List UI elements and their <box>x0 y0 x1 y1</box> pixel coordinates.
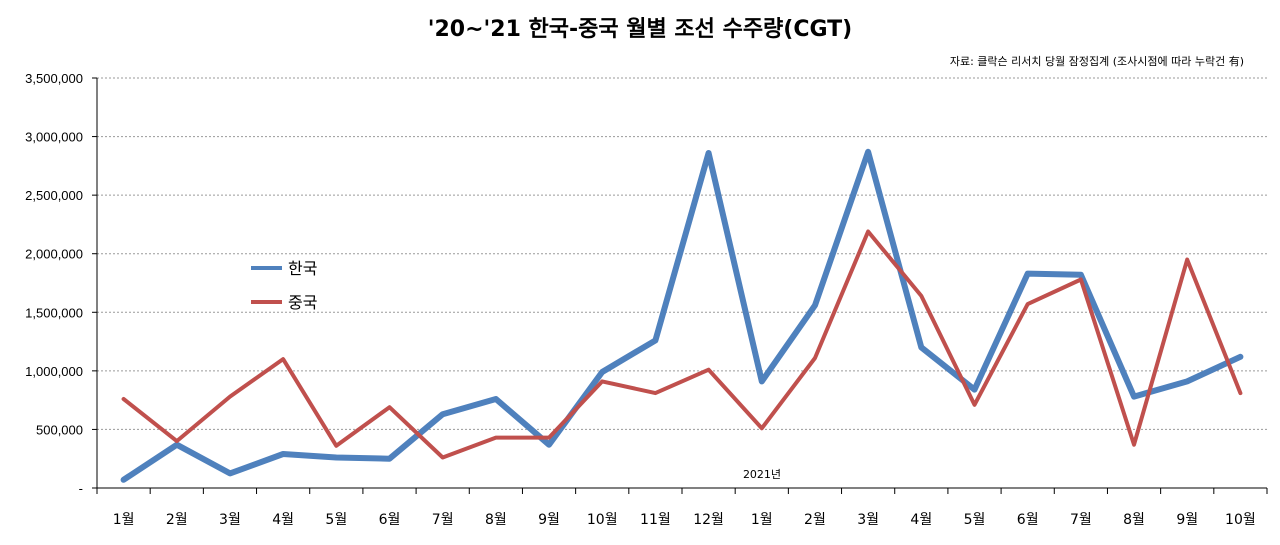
data-point <box>442 413 444 415</box>
data-point <box>654 339 656 341</box>
data-point <box>974 404 975 406</box>
data-point <box>1186 259 1188 261</box>
data-point <box>708 369 710 371</box>
data-point <box>548 444 550 446</box>
chart-title: '20~'21 한국-중국 월별 조선 수주량(CGT) <box>428 17 852 42</box>
x-tick-label: 12월 <box>693 512 724 528</box>
data-point <box>601 380 603 382</box>
data-point <box>974 389 975 391</box>
x-tick-label: 8월 <box>485 512 507 528</box>
x-tick-label: 8월 <box>1123 512 1145 528</box>
x-tick-label: 5월 <box>964 512 986 528</box>
data-point <box>548 437 550 439</box>
data-point <box>389 406 390 408</box>
data-point <box>1080 278 1082 280</box>
data-point <box>495 398 497 400</box>
data-point <box>761 380 763 382</box>
data-point <box>867 151 869 153</box>
data-point <box>601 371 603 373</box>
data-point <box>1133 444 1135 446</box>
series-lines <box>120 148 1244 483</box>
data-point <box>1239 356 1241 358</box>
x-tick-label: 2월 <box>804 512 826 528</box>
data-point <box>1027 303 1029 305</box>
data-point <box>176 440 178 442</box>
data-point <box>282 453 284 455</box>
x-tick-label: 10월 <box>587 512 618 528</box>
data-point <box>1027 273 1029 275</box>
x-tick-label: 3월 <box>857 512 879 528</box>
legend-label-1: 중국 <box>288 293 317 312</box>
data-point <box>867 230 869 232</box>
x-tick-label: 9월 <box>538 512 560 528</box>
data-point <box>282 358 284 360</box>
data-point <box>335 445 337 447</box>
data-point <box>1186 380 1188 382</box>
x-tick-label: 1월 <box>751 512 773 528</box>
year-annotation: 2021년 <box>743 468 781 481</box>
y-tick-label: 3,500,000 <box>25 71 83 86</box>
x-tick-label: 6월 <box>1017 512 1039 528</box>
y-tick-label: - <box>79 481 83 496</box>
series-line-1 <box>121 229 1243 460</box>
y-tick-label: 1,500,000 <box>25 305 83 320</box>
data-point <box>920 346 922 348</box>
x-tick-label: 11월 <box>640 512 671 528</box>
data-point <box>495 437 497 439</box>
x-axis: 1월 2월 3월 4월 5월 6월 7월 8월 9월 10월 11월 12월 1월 2월 3월 4월 5월 6월 7… <box>96 78 1268 528</box>
y-tick-label: 2,000,000 <box>25 247 83 262</box>
y-axis: - 500,000 1,000,000 1,500,000 2,000,000 2,500… <box>25 71 97 496</box>
data-point <box>123 479 125 481</box>
y-tick-label: 3,000,000 <box>25 130 83 145</box>
data-point <box>1239 392 1241 394</box>
data-point <box>176 444 178 446</box>
source-note: 자료: 클락슨 리서치 당월 잠정집계 (조사시점에 따라 누락건 有) <box>950 54 1244 68</box>
y-tick-label: 2,500,000 <box>25 188 83 203</box>
x-tick-label: 5월 <box>325 512 347 528</box>
x-tick-label: 2월 <box>166 512 188 528</box>
x-tick-label: 10월 <box>1225 512 1256 528</box>
data-point <box>1080 274 1082 276</box>
data-point <box>1133 396 1135 398</box>
x-tick-label: 7월 <box>432 512 454 528</box>
x-tick-label: 4월 <box>272 512 294 528</box>
data-point <box>761 427 763 429</box>
x-tick-label: 1월 <box>113 512 135 528</box>
data-point <box>814 304 816 306</box>
x-tick-label: 4월 <box>910 512 932 528</box>
data-point <box>708 152 710 154</box>
data-point <box>442 457 444 459</box>
data-point <box>335 457 337 459</box>
x-tick-label: 9월 <box>1176 512 1198 528</box>
data-point <box>389 458 390 460</box>
data-point <box>229 396 231 398</box>
series-line-0 <box>120 148 1244 483</box>
data-point <box>920 295 922 297</box>
y-tick-label: 500,000 <box>36 422 83 437</box>
data-point <box>814 357 816 359</box>
legend-label-0: 한국 <box>288 259 317 278</box>
x-tick-label: 6월 <box>379 512 401 528</box>
data-point <box>654 392 656 394</box>
data-point <box>123 398 125 400</box>
data-point <box>229 472 231 474</box>
x-tick-label: 3월 <box>219 512 241 528</box>
y-tick-label: 1,000,000 <box>25 364 83 379</box>
x-tick-label: 7월 <box>1070 512 1092 528</box>
